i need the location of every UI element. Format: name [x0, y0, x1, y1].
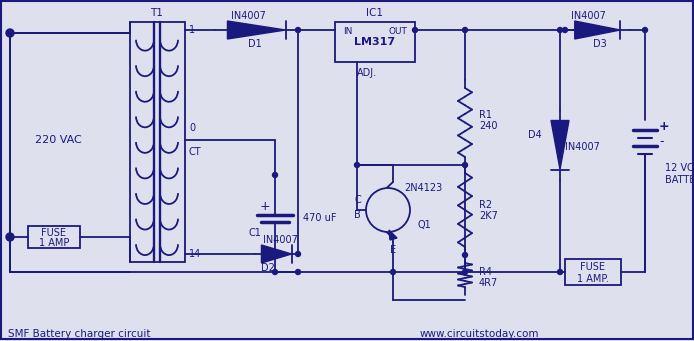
Circle shape [462, 28, 468, 32]
Text: R2: R2 [479, 200, 492, 210]
Circle shape [557, 269, 563, 275]
Text: 14: 14 [189, 249, 201, 259]
Circle shape [462, 163, 468, 167]
Circle shape [366, 188, 410, 232]
Text: SMF Battery charger circuit: SMF Battery charger circuit [8, 329, 151, 339]
Text: ADJ.: ADJ. [357, 68, 377, 78]
Text: +: + [659, 119, 670, 133]
Polygon shape [551, 120, 569, 169]
Bar [28, 226, 80, 248]
Text: BATTERY: BATTERY [665, 175, 694, 185]
Circle shape [296, 269, 301, 275]
Circle shape [273, 173, 278, 178]
Text: IN4007: IN4007 [565, 142, 600, 152]
Text: 0: 0 [189, 123, 195, 133]
Circle shape [462, 269, 468, 275]
Text: 12 VOLT: 12 VOLT [665, 163, 694, 173]
Text: R4: R4 [479, 267, 492, 277]
Bar [335, 22, 415, 62]
Polygon shape [389, 230, 397, 240]
Text: 470 uF: 470 uF [303, 213, 337, 223]
Text: D3: D3 [593, 39, 607, 49]
Bar [130, 22, 185, 262]
Text: -: - [659, 135, 663, 148]
Text: 240: 240 [479, 121, 498, 131]
Text: CT: CT [189, 147, 202, 157]
Polygon shape [262, 245, 291, 263]
Polygon shape [228, 21, 285, 39]
Circle shape [563, 28, 568, 32]
Circle shape [412, 28, 418, 32]
Text: 2K7: 2K7 [479, 211, 498, 221]
Text: 1 AMP.: 1 AMP. [577, 274, 609, 284]
Text: +: + [260, 201, 270, 213]
Text: 1 AMP: 1 AMP [39, 238, 69, 248]
Circle shape [557, 28, 563, 32]
Circle shape [391, 269, 396, 275]
Text: IC1: IC1 [366, 8, 384, 18]
Text: IN4007: IN4007 [262, 235, 298, 245]
Text: IN4007: IN4007 [570, 11, 605, 21]
Text: C1: C1 [248, 228, 262, 238]
Text: IN: IN [343, 28, 353, 36]
Text: D4: D4 [528, 130, 542, 140]
Text: LM317: LM317 [355, 37, 396, 47]
Text: FUSE: FUSE [580, 262, 605, 272]
Text: T1: T1 [151, 8, 164, 18]
Text: www.circuitstoday.com: www.circuitstoday.com [420, 329, 539, 339]
Bar [565, 259, 621, 285]
Text: IN4007: IN4007 [230, 11, 265, 21]
Circle shape [643, 28, 648, 32]
Circle shape [296, 252, 301, 256]
Circle shape [6, 233, 14, 241]
Text: Q1: Q1 [418, 220, 432, 230]
Text: C: C [354, 195, 361, 205]
Polygon shape [575, 21, 620, 39]
Text: D2: D2 [261, 263, 275, 273]
Text: 4R7: 4R7 [479, 278, 498, 288]
Text: 220 VAC: 220 VAC [35, 135, 81, 145]
Text: B: B [354, 210, 361, 220]
Text: R1: R1 [479, 110, 492, 120]
Circle shape [6, 29, 14, 37]
Text: D1: D1 [248, 39, 262, 49]
Text: 2N4123: 2N4123 [404, 183, 442, 193]
Text: E: E [390, 245, 396, 255]
Circle shape [273, 269, 278, 275]
Circle shape [355, 163, 359, 167]
Circle shape [462, 252, 468, 257]
Text: OUT: OUT [388, 28, 407, 36]
Text: 1: 1 [189, 25, 195, 35]
Circle shape [296, 28, 301, 32]
Text: FUSE: FUSE [42, 228, 67, 238]
